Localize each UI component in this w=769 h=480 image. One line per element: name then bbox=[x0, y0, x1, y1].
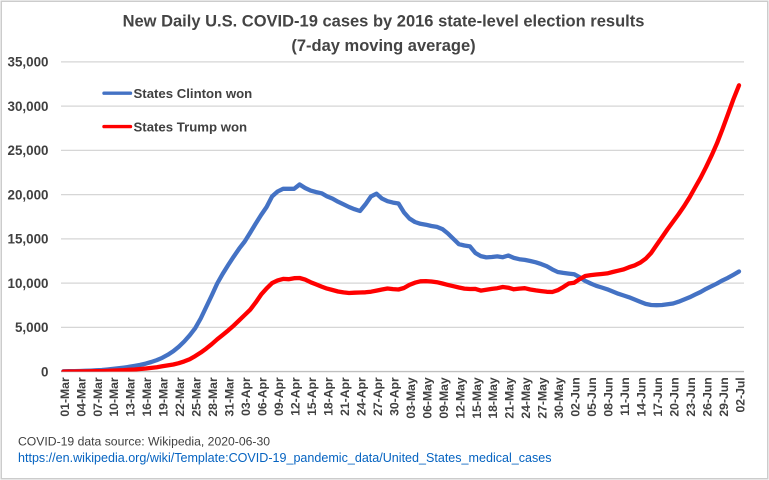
svg-text:09-May: 09-May bbox=[437, 377, 451, 419]
svg-text:21-Apr: 21-Apr bbox=[338, 377, 352, 416]
svg-text:06-May: 06-May bbox=[420, 377, 434, 419]
svg-text:15,000: 15,000 bbox=[8, 232, 49, 247]
svg-text:(7-day moving average): (7-day moving average) bbox=[291, 37, 475, 55]
svg-text:10,000: 10,000 bbox=[8, 276, 49, 291]
svg-text:35,000: 35,000 bbox=[8, 55, 49, 70]
svg-text:19-Mar: 19-Mar bbox=[157, 377, 171, 417]
svg-text:0: 0 bbox=[41, 364, 48, 379]
svg-text:02-Jul: 02-Jul bbox=[733, 377, 747, 412]
svg-text:27-May: 27-May bbox=[536, 377, 550, 419]
svg-text:18-Apr: 18-Apr bbox=[321, 377, 335, 416]
svg-text:21-May: 21-May bbox=[503, 377, 517, 419]
svg-text:15-May: 15-May bbox=[470, 377, 484, 419]
svg-text:COVID-19 data source: Wikipedi: COVID-19 data source: Wikipedia, 2020-06… bbox=[18, 434, 270, 448]
svg-text:09-Apr: 09-Apr bbox=[272, 377, 286, 416]
svg-text:13-Mar: 13-Mar bbox=[124, 377, 138, 417]
svg-text:25-Mar: 25-Mar bbox=[190, 377, 204, 417]
svg-text:31-Mar: 31-Mar bbox=[223, 377, 237, 417]
svg-text:06-Apr: 06-Apr bbox=[256, 377, 270, 416]
svg-text:24-Apr: 24-Apr bbox=[354, 377, 368, 416]
svg-text:30-Apr: 30-Apr bbox=[387, 377, 401, 416]
svg-text:26-Jun: 26-Jun bbox=[700, 377, 714, 416]
svg-text:States Trump won: States Trump won bbox=[134, 119, 248, 134]
svg-text:30,000: 30,000 bbox=[8, 99, 49, 114]
svg-text:02-Jun: 02-Jun bbox=[569, 377, 583, 416]
svg-text:https://en.wikipedia.org/wiki/: https://en.wikipedia.org/wiki/Template:C… bbox=[18, 451, 552, 465]
svg-text:05-Jun: 05-Jun bbox=[585, 377, 599, 416]
svg-text:12-May: 12-May bbox=[453, 377, 467, 419]
svg-text:18-May: 18-May bbox=[486, 377, 500, 419]
svg-text:17-Jun: 17-Jun bbox=[651, 377, 665, 416]
svg-text:20,000: 20,000 bbox=[8, 187, 49, 202]
svg-text:New Daily U.S. COVID-19 cases: New Daily U.S. COVID-19 cases by 2016 st… bbox=[123, 13, 645, 31]
svg-text:29-Jun: 29-Jun bbox=[717, 377, 731, 416]
svg-text:20-Jun: 20-Jun bbox=[668, 377, 682, 416]
svg-text:25,000: 25,000 bbox=[8, 143, 49, 158]
svg-text:12-Apr: 12-Apr bbox=[289, 377, 303, 416]
svg-text:16-Mar: 16-Mar bbox=[140, 377, 154, 417]
svg-text:27-Apr: 27-Apr bbox=[371, 377, 385, 416]
svg-text:01-Mar: 01-Mar bbox=[58, 377, 72, 417]
svg-text:States Clinton won: States Clinton won bbox=[134, 86, 253, 101]
svg-text:08-Jun: 08-Jun bbox=[602, 377, 616, 416]
svg-text:04-Mar: 04-Mar bbox=[74, 377, 88, 417]
svg-text:30-May: 30-May bbox=[552, 377, 566, 419]
svg-text:07-Mar: 07-Mar bbox=[91, 377, 105, 417]
svg-text:03-Apr: 03-Apr bbox=[239, 377, 253, 416]
svg-text:10-Mar: 10-Mar bbox=[107, 377, 121, 417]
svg-text:24-May: 24-May bbox=[519, 377, 533, 419]
svg-text:14-Jun: 14-Jun bbox=[635, 377, 649, 416]
svg-text:28-Mar: 28-Mar bbox=[206, 377, 220, 417]
svg-text:5,000: 5,000 bbox=[15, 320, 49, 335]
svg-text:11-Jun: 11-Jun bbox=[618, 377, 632, 416]
svg-text:22-Mar: 22-Mar bbox=[173, 377, 187, 417]
svg-text:03-May: 03-May bbox=[404, 377, 418, 419]
svg-text:15-Apr: 15-Apr bbox=[305, 377, 319, 416]
svg-text:23-Jun: 23-Jun bbox=[684, 377, 698, 416]
